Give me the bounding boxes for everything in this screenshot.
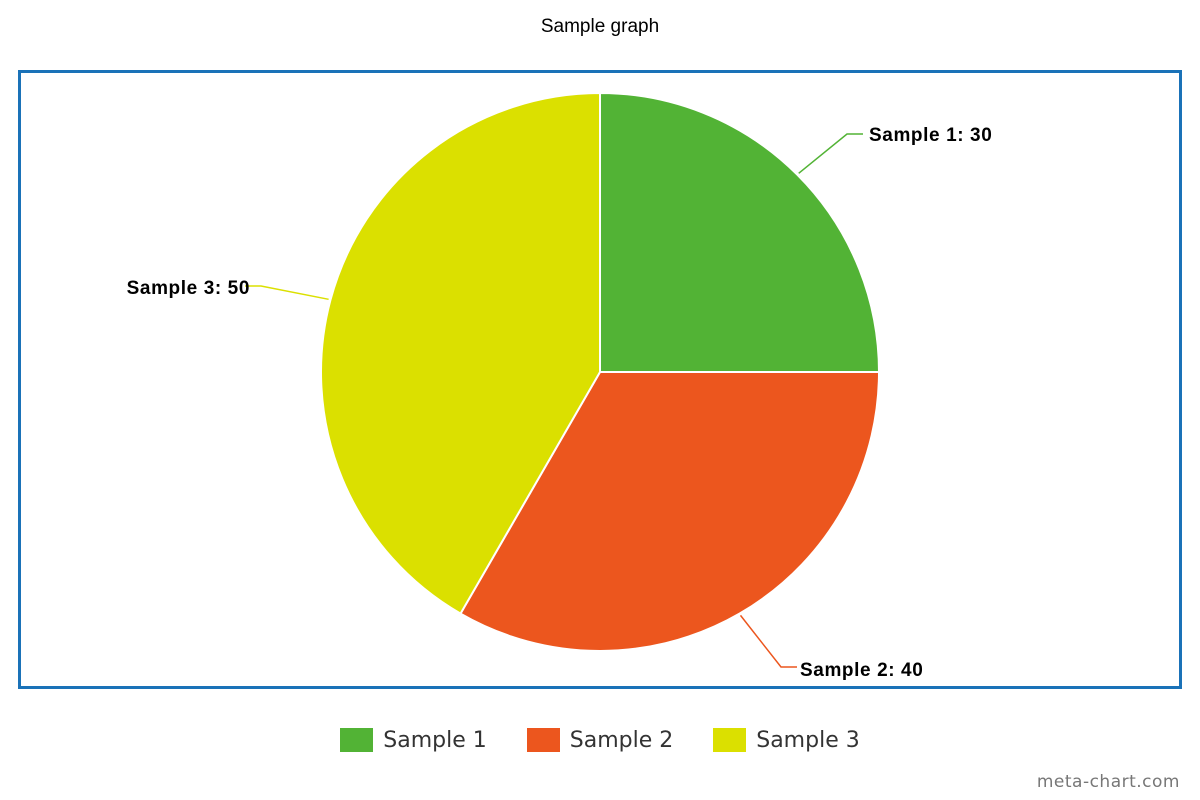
legend: Sample 1 Sample 2 Sample 3 [0,722,1200,758]
pie-slice-1 [599,92,880,373]
legend-swatch [340,728,374,752]
data-label-3: Sample 3: 50 [127,278,250,299]
legend-label: Sample 2 [569,727,674,753]
leader-line-2 [739,614,797,668]
legend-item-2[interactable]: Sample 2 [526,727,674,753]
plot-frame: Sample 1: 30 Sample 2: 40 Sample 3: 50 [18,70,1182,689]
legend-label: Sample 1 [383,727,487,753]
data-label-2: Sample 2: 40 [800,660,923,681]
legend-swatch [713,728,747,752]
data-label-1: Sample 1: 30 [869,125,992,146]
chart-title: Sample graph [540,16,660,37]
leader-line-3 [245,285,329,301]
legend-swatch [526,728,560,752]
pie-slice-3 [320,92,601,615]
leader-line-1 [798,133,863,174]
legend-item-3[interactable]: Sample 3 [713,727,860,753]
pie-chart: Sample 1: 30 Sample 2: 40 Sample 3: 50 [127,92,992,681]
credit-text: meta-chart.com [1036,772,1180,792]
pie-slice-2 [459,371,880,652]
legend-label: Sample 3 [756,727,860,753]
legend-item-1[interactable]: Sample 1 [340,727,487,753]
